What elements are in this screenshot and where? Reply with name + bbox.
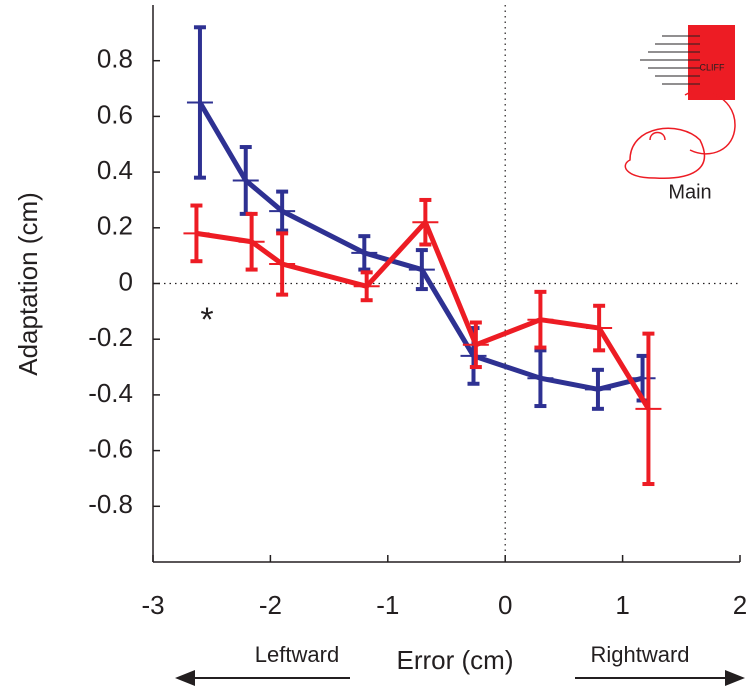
y-tick-label: 0.4 — [97, 155, 133, 185]
y-tick-label: 0 — [119, 266, 133, 296]
y-tick-label: -0.4 — [88, 378, 133, 408]
y-axis-label: Adaptation (cm) — [13, 192, 43, 376]
significance-marker: * — [200, 301, 213, 339]
x-tick-label: 1 — [615, 590, 629, 620]
inset-label: Main — [668, 181, 711, 203]
direction-arrows — [175, 670, 745, 686]
inset-text: CLIFF — [699, 62, 725, 72]
annotation: Rightward — [590, 642, 689, 667]
x-tick-label: 2 — [733, 590, 747, 620]
inset-icon — [624, 25, 736, 179]
y-tick-label: 0.2 — [97, 211, 133, 241]
y-tick-label: 0.6 — [97, 99, 133, 129]
x-tick-label: -1 — [376, 590, 399, 620]
y-tick-label: -0.2 — [88, 322, 133, 352]
x-tick-label: 0 — [498, 590, 512, 620]
y-tick-label: 0.8 — [97, 44, 133, 74]
y-tick-label: -0.8 — [88, 489, 133, 519]
annotation: Leftward — [255, 642, 339, 667]
x-axis-label: Error (cm) — [397, 645, 514, 675]
x-tick-label: -3 — [141, 590, 164, 620]
x-tick-label: -2 — [259, 590, 282, 620]
y-tick-label: -0.6 — [88, 433, 133, 463]
